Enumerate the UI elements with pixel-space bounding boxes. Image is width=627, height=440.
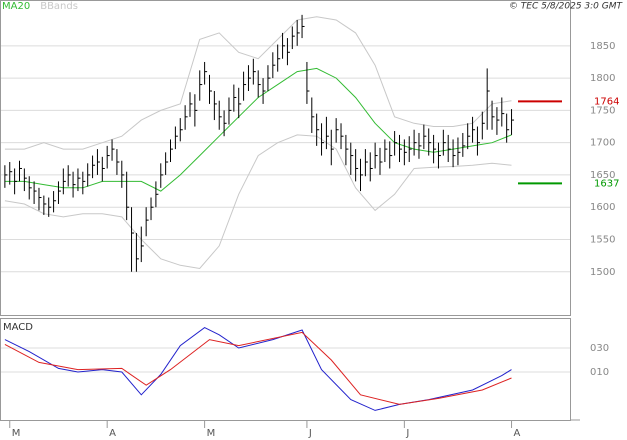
x-tick-label: M: [12, 428, 21, 439]
price-line-label: 1637: [594, 178, 619, 189]
x-tick-label: A: [514, 428, 521, 439]
y-tick-label: 1800: [590, 73, 615, 84]
y-tick-label: 1650: [590, 170, 615, 181]
price-panel: [0, 0, 571, 316]
y-tick-label: 1700: [590, 138, 615, 149]
price-line-label: 1764: [594, 96, 619, 107]
legend-label: MA20: [2, 1, 30, 12]
macd-line: [4, 331, 512, 405]
ma-line: [4, 67, 512, 192]
y-tick-label: 1750: [590, 105, 615, 116]
x-tick-label: J: [405, 428, 409, 439]
band-lower: [4, 134, 512, 270]
y-tick-label: 030: [590, 343, 609, 354]
panel-title: MACD: [3, 322, 33, 333]
y-tick-label: 1500: [590, 267, 615, 278]
x-tick-label: A: [109, 428, 116, 439]
x-tick-label: M: [207, 428, 216, 439]
y-tick-label: 1850: [590, 41, 615, 52]
legend-label: BBands: [40, 1, 78, 12]
y-tick-label: 1550: [590, 234, 615, 245]
band-upper: [4, 16, 512, 150]
stamp: © TEC 5/8/2025 3:0 GMT: [509, 2, 624, 12]
y-tick-label: 1600: [590, 202, 615, 213]
y-tick-label: 010: [590, 367, 609, 378]
x-tick-label: J: [308, 428, 312, 439]
